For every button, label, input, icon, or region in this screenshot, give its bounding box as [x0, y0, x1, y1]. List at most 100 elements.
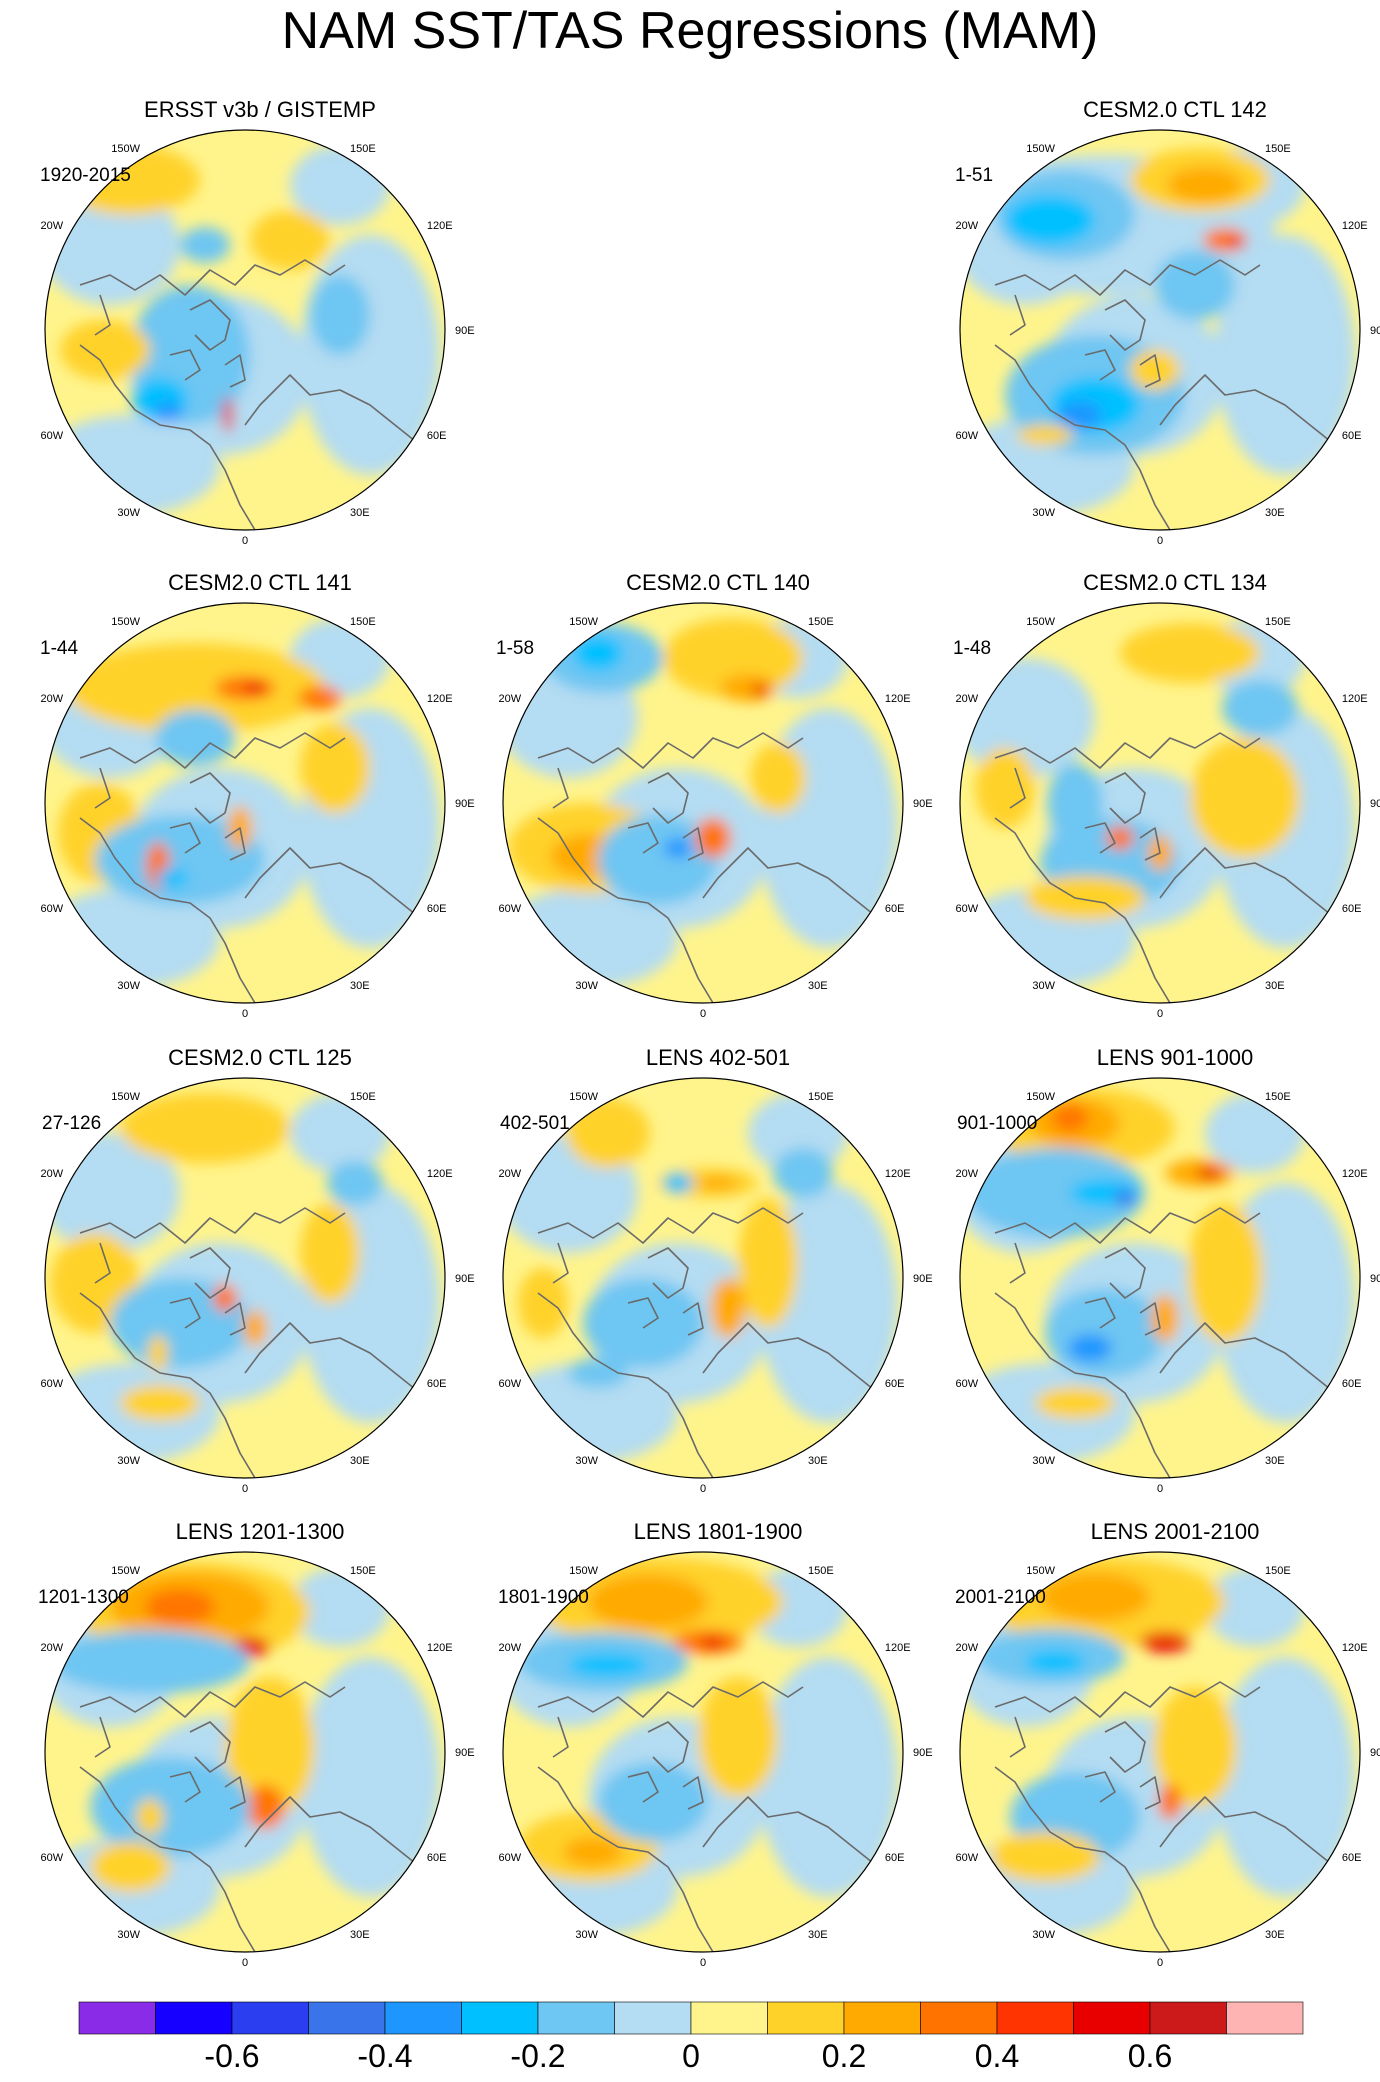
longitude-label: 60W	[498, 1378, 521, 1390]
colorbar-swatch	[384, 2001, 462, 2035]
colorbar-tick-label: -0.2	[510, 2038, 566, 2074]
anomaly-region	[1068, 1334, 1112, 1362]
colorbar-swatch	[308, 2001, 386, 2035]
anomaly-region	[1005, 195, 1095, 245]
coastline	[244, 1796, 421, 1868]
coastline	[224, 1776, 246, 1810]
anomaly-region	[1025, 876, 1145, 920]
coastline	[1159, 1796, 1336, 1868]
anomaly-region	[243, 682, 267, 694]
longitude-label: 30E	[808, 980, 828, 992]
longitude-label: 30W	[575, 1455, 598, 1467]
anomaly-region	[1229, 238, 1245, 248]
map-panel: CESM2.0 CTL 134 180 150E 120E 90E 60E 30E 0 30W 6…	[953, 568, 1380, 1038]
coastline	[1084, 349, 1116, 381]
colorbar-swatch	[78, 2001, 156, 2035]
coastline	[682, 827, 704, 861]
anomaly-region	[213, 1284, 237, 1312]
anomaly-region	[738, 1198, 798, 1328]
colorbar-tick-label: 0.6	[1127, 2038, 1173, 2074]
coastline	[1104, 1721, 1146, 1773]
anomaly-region	[1187, 1203, 1263, 1343]
coastline	[189, 1721, 231, 1773]
coastline	[647, 1721, 689, 1773]
map-border	[959, 129, 1361, 531]
coastline	[189, 1247, 231, 1299]
map-panel: CESM2.0 CTL 125 180 150E 120E 90E 60E 30E 0 30W 6…	[40, 1043, 480, 1513]
coastline	[994, 1207, 1261, 1244]
coastline	[79, 817, 256, 1003]
coastline	[994, 259, 1261, 296]
anomaly-region	[120, 1093, 290, 1163]
panel-title: LENS 402-501	[645, 1045, 791, 1070]
colorbar-swatch	[537, 2001, 615, 2035]
longitude-label: 0	[700, 1483, 706, 1495]
coastline	[1084, 1771, 1116, 1803]
colorbar-swatch	[1149, 2001, 1227, 2035]
longitude-label: 120E	[1342, 693, 1368, 705]
panel-title: CESM2.0 CTL 125	[168, 1045, 352, 1070]
longitude-label: 180	[1151, 598, 1169, 600]
longitude-label: 120E	[885, 693, 911, 705]
anomaly-region	[1017, 425, 1073, 445]
colorbar-swatch	[920, 2001, 998, 2035]
coastline	[1104, 1247, 1146, 1299]
longitude-label: 30E	[1265, 1455, 1285, 1467]
panel-title: ERSST v3b / GISTEMP	[144, 97, 376, 122]
coastline	[702, 1796, 879, 1868]
anomaly-region	[710, 1278, 746, 1338]
anomaly-region	[327, 1161, 383, 1205]
longitude-label: 120W	[498, 1168, 522, 1180]
polar-map: 180150E120E90E60E30E030W60W90W120W150W	[40, 125, 475, 547]
longitude-label: 90E	[1370, 1273, 1380, 1285]
longitude-label: 120W	[955, 693, 979, 705]
map-border	[959, 1077, 1361, 1479]
colorbar-swatch	[1226, 2001, 1304, 2035]
coastline	[702, 1322, 879, 1394]
coastline	[537, 732, 804, 769]
coastline	[994, 732, 1261, 769]
longitude-label: 150E	[808, 616, 834, 628]
coastline	[647, 1247, 689, 1299]
coastline	[994, 344, 1171, 530]
longitude-label: 180	[694, 598, 712, 600]
map-panel: LENS 1801-1900 180 150E 120E 90E 60E 30E 0 30W 60…	[498, 1517, 938, 1987]
longitude-label: 180	[236, 1547, 254, 1549]
coastline	[79, 1292, 256, 1478]
anomaly-region	[1115, 1190, 1135, 1206]
longitude-label: 60E	[427, 430, 447, 442]
polar-map: 180150E120E90E60E30E030W60W90W120W150W	[498, 1073, 933, 1495]
longitude-label: 90E	[455, 798, 475, 810]
anomaly-region	[720, 674, 776, 702]
longitude-label: 150E	[1265, 1565, 1291, 1577]
coastline	[994, 817, 1171, 1003]
coastline	[169, 1297, 201, 1329]
anomaly-region	[518, 1268, 568, 1338]
anomaly-region	[773, 1148, 833, 1198]
anomaly-region	[145, 1589, 215, 1625]
anomaly-region	[698, 1176, 738, 1190]
coastline	[994, 1292, 1171, 1478]
panel-period: 1-44	[40, 638, 79, 659]
anomaly-region	[1167, 167, 1243, 203]
longitude-label: 60E	[885, 1378, 905, 1390]
longitude-label: 150E	[808, 1091, 834, 1103]
longitude-label: 150W	[1026, 143, 1055, 155]
longitude-label: 60E	[1342, 1852, 1362, 1864]
colorbar-tick-label: 0.4	[974, 2038, 1020, 2074]
longitude-label: 180	[1151, 125, 1169, 127]
anomaly-region	[120, 1385, 200, 1421]
longitude-label: 90E	[1370, 798, 1380, 810]
longitude-label: 30E	[1265, 1929, 1285, 1941]
longitude-label: 0	[700, 1008, 706, 1020]
polar-map: 180150E120E90E60E30E030W60W90W120W150W	[40, 1547, 475, 1969]
longitude-label: 150W	[1026, 1091, 1055, 1103]
longitude-label: 30E	[350, 1455, 370, 1467]
anomaly-region	[568, 1653, 648, 1677]
anomaly-region	[300, 1203, 360, 1303]
colorbar-swatch	[461, 2001, 539, 2035]
longitude-label: 120W	[955, 1168, 979, 1180]
coastline	[537, 1681, 804, 1718]
longitude-label: 0	[242, 535, 248, 547]
panel-title: CESM2.0 CTL 134	[1083, 570, 1267, 595]
